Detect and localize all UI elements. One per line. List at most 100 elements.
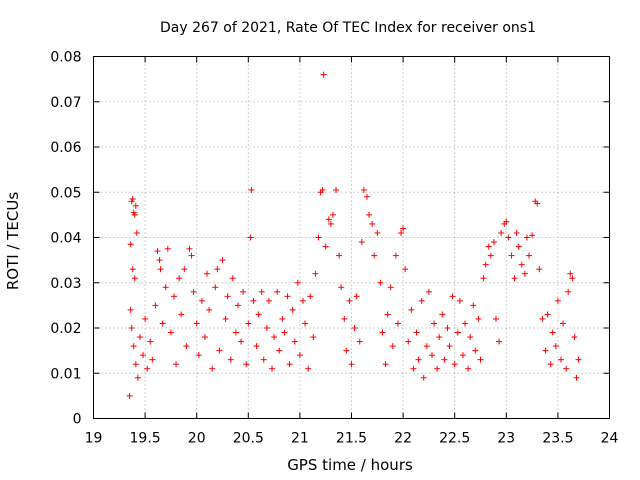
data-point xyxy=(485,243,492,250)
data-point xyxy=(234,302,241,309)
data-point xyxy=(358,239,365,246)
data-point xyxy=(441,356,448,363)
data-point xyxy=(398,229,405,236)
data-point xyxy=(131,275,138,282)
data-point xyxy=(240,288,247,295)
data-point xyxy=(224,293,231,300)
data-point xyxy=(243,361,250,368)
data-point xyxy=(229,275,236,282)
data-point xyxy=(467,334,474,341)
data-point xyxy=(147,338,154,345)
y-tick-label: 0.01 xyxy=(50,366,81,382)
data-point xyxy=(291,338,298,345)
x-tick-label: 22.5 xyxy=(439,431,470,447)
data-point xyxy=(439,311,446,318)
data-point xyxy=(400,225,407,232)
x-tick-label: 20 xyxy=(188,431,206,447)
data-point xyxy=(198,297,205,304)
data-point xyxy=(222,315,229,322)
data-point xyxy=(133,229,140,236)
data-point xyxy=(294,279,301,286)
data-point xyxy=(436,334,443,341)
data-point xyxy=(336,252,343,259)
x-tick-label: 21.5 xyxy=(336,431,367,447)
data-point xyxy=(245,320,252,327)
data-point xyxy=(343,347,350,354)
data-point xyxy=(475,315,482,322)
data-point xyxy=(408,306,415,313)
data-point xyxy=(557,356,564,363)
data-point xyxy=(434,365,441,372)
x-tick-label: 23 xyxy=(497,431,515,447)
data-point xyxy=(415,356,422,363)
data-point xyxy=(144,365,151,372)
data-point xyxy=(348,361,355,368)
data-point xyxy=(134,374,141,381)
data-point xyxy=(423,343,430,350)
data-point xyxy=(425,288,432,295)
data-point xyxy=(523,234,530,241)
data-point xyxy=(281,329,288,336)
y-tick-label: 0.04 xyxy=(50,231,81,247)
data-point xyxy=(258,288,265,295)
data-point xyxy=(299,297,306,304)
data-point xyxy=(204,270,211,277)
data-point xyxy=(472,347,479,354)
data-point xyxy=(126,392,133,399)
data-point xyxy=(573,374,580,381)
data-point xyxy=(542,347,549,354)
data-point xyxy=(286,361,293,368)
data-point xyxy=(176,275,183,282)
data-point xyxy=(129,196,136,203)
data-point xyxy=(164,245,171,252)
data-point xyxy=(351,325,358,331)
data-point xyxy=(276,347,283,354)
data-point xyxy=(154,248,161,255)
data-point xyxy=(371,252,378,259)
data-point xyxy=(567,270,574,277)
data-point xyxy=(206,306,213,313)
data-point xyxy=(216,347,223,354)
data-point xyxy=(544,311,551,318)
data-point xyxy=(379,329,386,336)
data-point xyxy=(569,275,576,282)
data-point xyxy=(312,270,319,277)
x-tick-label: 23.5 xyxy=(542,431,573,447)
data-point xyxy=(209,365,216,372)
data-point xyxy=(302,320,309,327)
data-point xyxy=(170,293,177,300)
data-point xyxy=(503,218,510,225)
data-point xyxy=(521,270,528,277)
data-point xyxy=(327,220,334,227)
data-point xyxy=(156,257,163,264)
data-point xyxy=(374,229,381,236)
data-point xyxy=(534,200,541,207)
x-tick-label: 22 xyxy=(394,431,412,447)
data-point xyxy=(279,315,286,322)
data-point xyxy=(173,361,180,368)
data-point xyxy=(366,211,373,218)
data-point xyxy=(413,329,420,336)
data-point xyxy=(496,338,503,345)
data-point xyxy=(456,297,463,304)
data-point xyxy=(305,365,312,372)
data-point xyxy=(190,288,197,295)
x-tick-label: 19 xyxy=(85,431,103,447)
data-point xyxy=(392,252,399,259)
data-point xyxy=(363,193,370,200)
data-point xyxy=(127,241,134,248)
data-point xyxy=(505,234,512,241)
data-point xyxy=(490,239,497,246)
data-point xyxy=(167,329,174,336)
data-point xyxy=(232,329,239,336)
data-point xyxy=(310,334,317,341)
data-point xyxy=(127,306,134,313)
data-point xyxy=(446,343,453,350)
data-point xyxy=(508,252,515,259)
data-point xyxy=(389,343,396,350)
data-point xyxy=(319,186,326,193)
data-point xyxy=(265,297,272,304)
data-point xyxy=(420,374,427,381)
x-axis-label: GPS time / hours xyxy=(287,456,413,474)
